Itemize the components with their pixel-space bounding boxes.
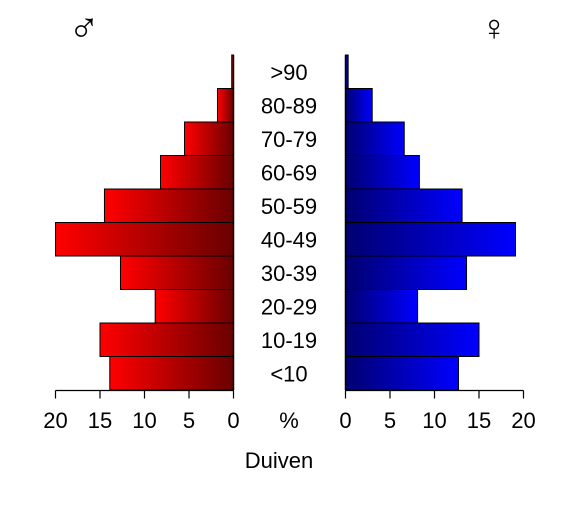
age-group-label: 50-59 (261, 194, 317, 219)
age-group-label: 40-49 (261, 227, 317, 252)
male-x-axis: 0 5 10 15 20 (43, 389, 240, 433)
female-bar (345, 121, 405, 156)
male-bars (55, 54, 235, 391)
male-bar (55, 222, 234, 257)
female-bars (345, 54, 516, 391)
male-axis-tick-label: 0 (227, 408, 239, 433)
female-bar (345, 222, 516, 257)
female-axis-tick-label: 5 (384, 408, 396, 433)
male-bar (160, 155, 235, 190)
age-group-label: 10-19 (261, 328, 317, 353)
female-axis-tick-label: 20 (511, 408, 535, 433)
male-bar (119, 255, 234, 290)
female-bar (345, 289, 419, 324)
male-axis-tick-label: 15 (88, 408, 112, 433)
x-axis-title: Duiven (245, 448, 313, 473)
male-axis-tick-label: 20 (43, 408, 67, 433)
female-bar (345, 255, 468, 290)
female-symbol-label: ♀ (481, 7, 508, 48)
male-axis-tick-label: 5 (183, 408, 195, 433)
female-bar (345, 188, 463, 223)
female-axis-tick-label: 10 (422, 408, 446, 433)
female-bar (345, 322, 480, 357)
female-bar (345, 88, 373, 123)
female-x-axis: 0 5 10 15 20 (339, 389, 536, 433)
female-axis-tick-label: 0 (339, 408, 351, 433)
male-bar (216, 88, 234, 123)
age-group-label: >90 (270, 60, 307, 85)
age-group-label: 20-29 (261, 294, 317, 319)
male-bar (184, 121, 235, 156)
male-axis-tick-label: 10 (132, 408, 156, 433)
male-bar (103, 188, 234, 223)
age-group-label: 30-39 (261, 261, 317, 286)
percent-center-label: % (279, 408, 299, 433)
age-group-label: <10 (270, 361, 307, 386)
age-group-labels: >90 80-89 70-79 60-69 50-59 40-49 30-39 20-29 10… (261, 60, 317, 387)
age-group-label: 60-69 (261, 160, 317, 185)
female-bar (345, 155, 420, 190)
male-bar (99, 322, 234, 357)
female-bar (345, 356, 460, 391)
male-bar (109, 356, 234, 391)
age-group-label: 80-89 (261, 93, 317, 118)
female-axis-tick-label: 15 (467, 408, 491, 433)
male-bar (154, 289, 234, 324)
male-symbol-label: ♂ (68, 4, 100, 51)
age-group-label: 70-79 (261, 127, 317, 152)
